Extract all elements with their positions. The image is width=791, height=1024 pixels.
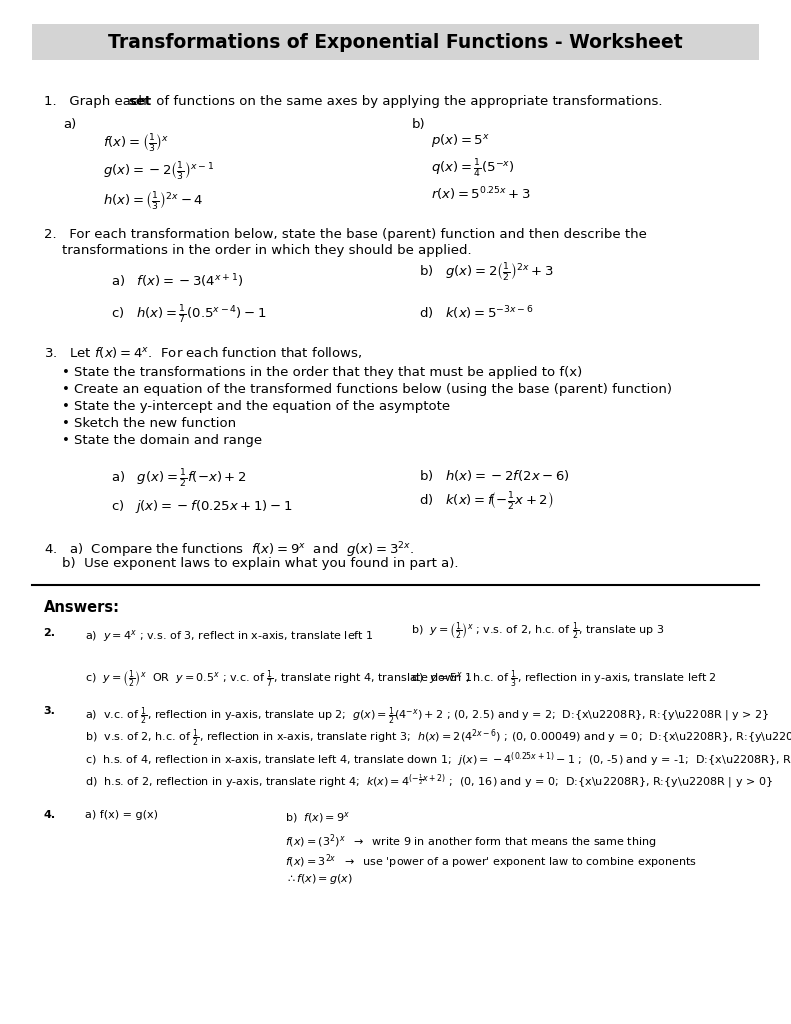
- Text: d)   $k(x) = f\!\left(-\frac{1}{2}x + 2\right)$: d) $k(x) = f\!\left(-\frac{1}{2}x + 2\ri…: [419, 490, 554, 512]
- Text: •: •: [62, 400, 70, 413]
- Text: •: •: [62, 383, 70, 396]
- Text: c)  $y = \left(\frac{1}{2}\right)^x$  OR  $y = 0.5^x$ ; v.c. of $\frac{1}{7}$, t: c) $y = \left(\frac{1}{2}\right)^x$ OR $…: [85, 669, 473, 690]
- Text: •: •: [62, 366, 70, 379]
- Text: State the y-intercept and the equation of the asymptote: State the y-intercept and the equation o…: [74, 400, 450, 413]
- Text: transformations in the order in which they should be applied.: transformations in the order in which th…: [62, 244, 471, 257]
- Text: $f(x) = (3^2)^x$  $\rightarrow$  write 9 in another form that means the same thi: $f(x) = (3^2)^x$ $\rightarrow$ write 9 i…: [285, 831, 657, 851]
- Text: d)  $y = 5^x$ ; h.c. of $\frac{1}{3}$, reflection in y-axis, translate left 2: d) $y = 5^x$ ; h.c. of $\frac{1}{3}$, re…: [411, 669, 717, 690]
- Text: of functions on the same axes by applying the appropriate transformations.: of functions on the same axes by applyin…: [152, 95, 662, 108]
- Text: 1.   Graph each: 1. Graph each: [44, 95, 150, 108]
- Text: b)  $f(x) = 9^x$: b) $f(x) = 9^x$: [285, 810, 350, 825]
- Text: b)  Use exponent laws to explain what you found in part a).: b) Use exponent laws to explain what you…: [62, 557, 458, 570]
- Text: a)   $g(x) = \frac{1}{2}f(-x) + 2$: a) $g(x) = \frac{1}{2}f(-x) + 2$: [111, 468, 247, 490]
- Text: b)  v.s. of 2, h.c. of $\frac{1}{2}$, reflection in x-axis, translate right 3;  : b) v.s. of 2, h.c. of $\frac{1}{2}$, ref…: [85, 728, 791, 750]
- Text: 3.: 3.: [44, 706, 55, 716]
- Text: a)  $y = 4^x$ ; v.s. of 3, reflect in x-axis, translate left 1: a) $y = 4^x$ ; v.s. of 3, reflect in x-a…: [85, 628, 374, 644]
- Text: Transformations of Exponential Functions - Worksheet: Transformations of Exponential Functions…: [108, 34, 683, 52]
- Text: d)   $k(x) = 5^{-3x-6}$: d) $k(x) = 5^{-3x-6}$: [419, 304, 534, 322]
- Text: $\therefore f(x) = g(x)$: $\therefore f(x) = g(x)$: [285, 872, 353, 886]
- Text: 3.   Let $f(x) = 4^x$.  For each function that follows,: 3. Let $f(x) = 4^x$. For each function t…: [44, 345, 361, 360]
- Text: d)  h.s. of 2, reflection in y-axis, translate right 4;  $k(x) = 4^{(-\frac{1}{2: d) h.s. of 2, reflection in y-axis, tran…: [85, 772, 774, 790]
- Text: 2.   For each transformation below, state the base (parent) function and then de: 2. For each transformation below, state …: [44, 228, 646, 241]
- Text: $p(x) = 5^x$: $p(x) = 5^x$: [431, 132, 490, 150]
- Text: State the transformations in the order that they that must be applied to f(x): State the transformations in the order t…: [74, 366, 582, 379]
- Text: $r(x) = 5^{0.25x} + 3$: $r(x) = 5^{0.25x} + 3$: [431, 185, 531, 203]
- Text: $f(x) = \left(\frac{1}{3}\right)^x$: $f(x) = \left(\frac{1}{3}\right)^x$: [103, 132, 169, 154]
- Text: a) f(x) = g(x): a) f(x) = g(x): [85, 810, 158, 820]
- Text: a): a): [63, 118, 77, 131]
- Text: c)   $h(x) = \frac{1}{7}(0.5^{x-4}) - 1$: c) $h(x) = \frac{1}{7}(0.5^{x-4}) - 1$: [111, 304, 267, 326]
- Text: $f(x) = 3^{2x}$  $\rightarrow$  use 'power of a power' exponent law to combine e: $f(x) = 3^{2x}$ $\rightarrow$ use 'power…: [285, 852, 697, 870]
- Text: b)   $g(x) = 2\left(\frac{1}{2}\right)^{2x} + 3$: b) $g(x) = 2\left(\frac{1}{2}\right)^{2x…: [419, 261, 554, 283]
- Text: $q(x) = \frac{1}{4}(5^{-x})$: $q(x) = \frac{1}{4}(5^{-x})$: [431, 158, 515, 180]
- Text: $g(x) = -2\left(\frac{1}{3}\right)^{x-1}$: $g(x) = -2\left(\frac{1}{3}\right)^{x-1}…: [103, 160, 214, 182]
- Text: b): b): [411, 118, 425, 131]
- Text: Answers:: Answers:: [44, 600, 119, 615]
- Text: 4.   a)  Compare the functions  $f(x) = 9^x$  and  $g(x) = 3^{2x}$.: 4. a) Compare the functions $f(x) = 9^x$…: [44, 540, 414, 559]
- Text: •: •: [62, 417, 70, 430]
- Text: $h(x) = \left(\frac{1}{3}\right)^{2x} - 4$: $h(x) = \left(\frac{1}{3}\right)^{2x} - …: [103, 190, 203, 212]
- Text: a)  v.c. of $\frac{1}{2}$, reflection in y-axis, translate up 2;  $g(x) = \frac{: a) v.c. of $\frac{1}{2}$, reflection in …: [85, 706, 770, 727]
- Text: set: set: [128, 95, 152, 108]
- FancyBboxPatch shape: [32, 24, 759, 60]
- Text: b)  $y = \left(\frac{1}{2}\right)^x$ ; v.s. of 2, h.c. of $\frac{1}{2}$, transla: b) $y = \left(\frac{1}{2}\right)^x$ ; v.…: [411, 621, 665, 642]
- Text: b)   $h(x) = -2f(2x-6)$: b) $h(x) = -2f(2x-6)$: [419, 468, 570, 483]
- Text: c)   $j(x) = -f(0.25x+1) - 1$: c) $j(x) = -f(0.25x+1) - 1$: [111, 498, 292, 515]
- Text: 2.: 2.: [44, 628, 55, 638]
- Text: •: •: [62, 434, 70, 447]
- Text: c)  h.s. of 4, reflection in x-axis, translate left 4, translate down 1;  $j(x) : c) h.s. of 4, reflection in x-axis, tran…: [85, 750, 791, 769]
- Text: State the domain and range: State the domain and range: [74, 434, 262, 447]
- Text: a)   $f(x) = -3(4^{x+1})$: a) $f(x) = -3(4^{x+1})$: [111, 272, 244, 290]
- Text: 4.: 4.: [44, 810, 55, 820]
- Text: Create an equation of the transformed functions below (using the base (parent) f: Create an equation of the transformed fu…: [74, 383, 672, 396]
- Text: Sketch the new function: Sketch the new function: [74, 417, 236, 430]
